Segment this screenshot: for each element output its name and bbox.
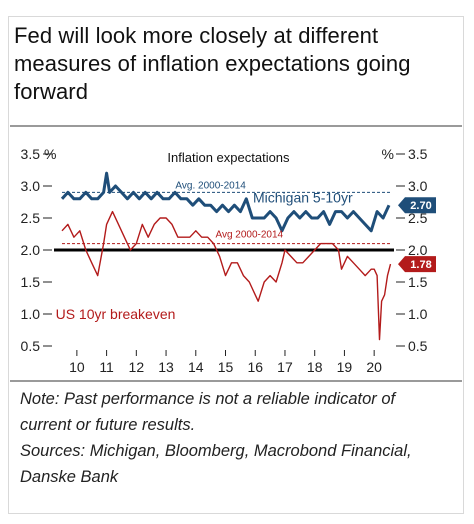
y-tick-label-right: 2.5	[408, 210, 428, 226]
breakeven-last-value-tag	[398, 256, 436, 273]
x-tick-label: 11	[99, 359, 114, 375]
x-tick-label: 17	[277, 359, 293, 375]
x-axis: 10 11 12 13 14 15 16 17 18 19 20	[69, 350, 382, 375]
x-tick-label: 20	[366, 359, 382, 375]
title-divider	[10, 125, 462, 127]
y-axis-unit-right: %	[382, 146, 394, 162]
series-lines	[60, 171, 392, 341]
x-tick-label: 16	[247, 359, 263, 375]
right-axis: 0.5 1.0 1.5 2.0 2.5 3.0 3.5%	[382, 146, 428, 354]
y-axis-unit-left: %	[44, 146, 56, 162]
michigan-last-value: 2.70	[410, 200, 431, 212]
chart-annotations: Inflation expectations Avg. 2000-2014 Mich…	[56, 150, 353, 322]
x-tick-label: 18	[307, 359, 323, 375]
michigan-line	[60, 171, 391, 233]
x-tick-label: 14	[188, 359, 204, 375]
y-tick-label-left: 3.0	[21, 178, 41, 194]
y-tick-label-right: 0.5	[408, 338, 428, 354]
x-tick-label: 19	[337, 359, 353, 375]
breakeven-avg-label: Avg 2000-2014	[215, 230, 283, 241]
left-axis: 0.5 1.0 1.5 2.0 2.5 3.0 3.5%	[21, 146, 57, 354]
x-tick-label: 10	[69, 359, 85, 375]
y-tick-label-left: 1.0	[21, 306, 41, 322]
y-tick-label-right: 1.0	[408, 306, 428, 322]
footnote: Note: Past performance is not a reliable…	[20, 386, 450, 490]
breakeven-line	[61, 210, 392, 341]
y-tick-label-left: 3.5	[21, 146, 41, 162]
figure-title: Fed will look more closely at different …	[14, 23, 411, 104]
x-tick-label: 12	[129, 359, 145, 375]
michigan-last-value-tag	[398, 197, 436, 214]
michigan-series-label: Michigan 5-10yr	[253, 190, 353, 206]
y-tick-label-right: 3.5	[408, 146, 428, 162]
y-tick-label-left: 0.5	[21, 338, 41, 354]
inflation-expectations-chart: 0.5 1.0 1.5 2.0 2.5 3.0 3.5% 0.5 1.0 1.5 2.0 2.5 3.…	[21, 146, 436, 375]
x-tick-label: 15	[218, 359, 234, 375]
sources-note: Sources: Michigan, Bloomberg, Macrobond …	[20, 442, 412, 486]
figure-frame	[8, 16, 464, 514]
chart-title: Inflation expectations	[167, 150, 290, 165]
y-tick-label-right: 3.0	[408, 178, 428, 194]
reference-lines	[54, 191, 394, 252]
y-tick-label-left: 2.0	[21, 242, 41, 258]
breakeven-series-label: US 10yr breakeven	[56, 306, 176, 322]
chart-area: 0.5 1.0 1.5 2.0 2.5 3.0 3.5% 0.5 1.0 1.5 2.0 2.5 3.…	[10, 136, 462, 376]
last-value-labels: 2.70 1.78	[398, 197, 436, 273]
y-tick-label-right: 1.5	[408, 274, 428, 290]
x-tick-label: 13	[158, 359, 174, 375]
y-tick-label-left: 1.5	[21, 274, 41, 290]
breakeven-last-value: 1.78	[410, 259, 431, 271]
disclaimer-note: Note: Past performance is not a reliable…	[20, 390, 396, 434]
y-tick-label-left: 2.5	[21, 210, 41, 226]
chart-divider	[10, 380, 462, 382]
y-tick-label-right: 2.0	[408, 242, 428, 258]
michigan-avg-label: Avg. 2000-2014	[175, 180, 246, 191]
